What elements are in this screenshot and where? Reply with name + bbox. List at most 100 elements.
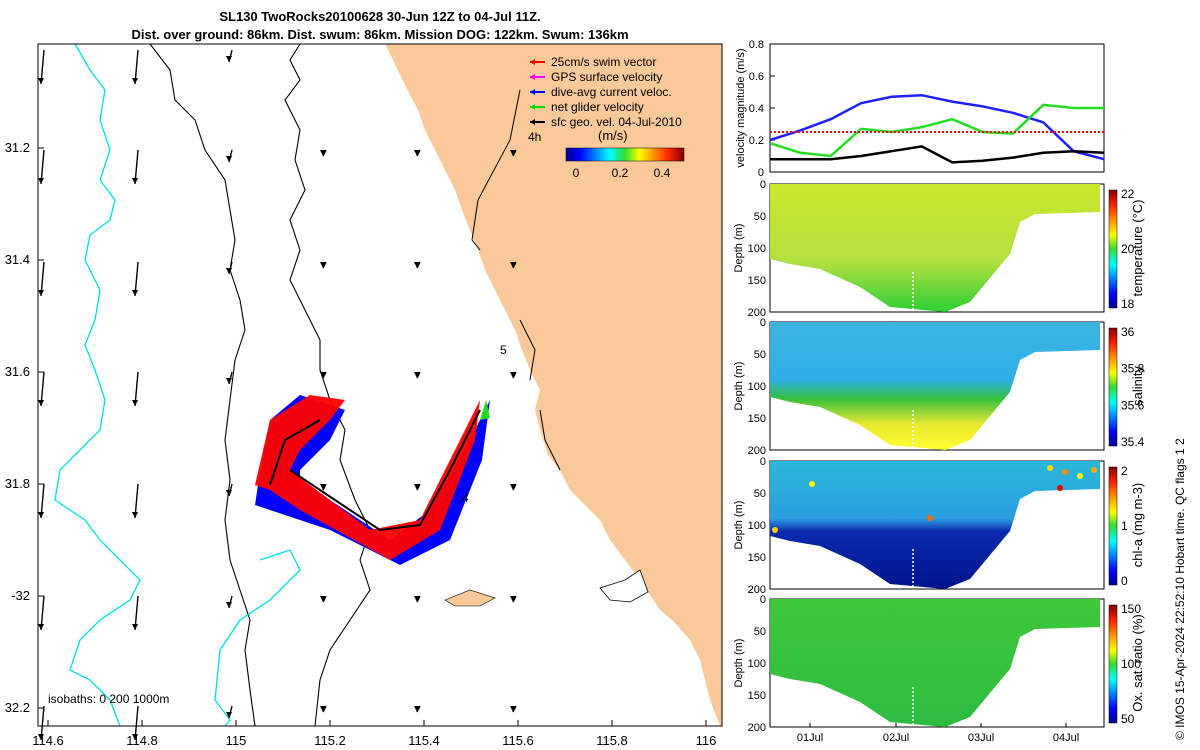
section-ylabel: Depth (m) bbox=[733, 501, 745, 550]
map-frame bbox=[37, 43, 723, 727]
colorbar-tick-1: 0.2 bbox=[612, 166, 629, 180]
section-xtick-label: 01Jul bbox=[797, 732, 823, 744]
section-panel-salinity: 0 50 100 150 200 Depth (m) 36 35.8 35.6 35.4 salin… bbox=[733, 317, 1145, 457]
sfc-vector-head bbox=[132, 178, 138, 184]
map-y-ticks: 31.2 31.4 31.6 31.8 -32 32.2 bbox=[5, 140, 44, 715]
sfc-vector-head bbox=[38, 512, 44, 518]
section-colorbar bbox=[1108, 327, 1118, 447]
velocity-series-line bbox=[770, 145, 1105, 164]
section-ytick-label: 150 bbox=[748, 552, 766, 564]
section-ytick-label: 50 bbox=[754, 626, 766, 638]
section-ytick-label: 100 bbox=[748, 520, 766, 532]
section-ytick-label: 200 bbox=[748, 445, 766, 457]
sfc-vector-head bbox=[510, 484, 516, 490]
section-ytick-label: 200 bbox=[748, 722, 766, 734]
sfc-vector-head bbox=[132, 734, 138, 740]
sfc-vector-head bbox=[320, 706, 326, 712]
section-ytick-label: 150 bbox=[748, 413, 766, 425]
figure-title-line2: Dist. over ground: 86km. Dist. swum: 86k… bbox=[131, 27, 629, 42]
sfc-vector-head bbox=[226, 602, 232, 608]
time-label: 4h bbox=[528, 130, 541, 144]
isobaths-note: isobaths: 0 200 1000m bbox=[48, 692, 169, 706]
sfc-vector-head bbox=[414, 150, 420, 156]
sfc-vector-head bbox=[132, 624, 138, 630]
section-ctick-label: 2 bbox=[1121, 464, 1128, 478]
section-field bbox=[770, 461, 1100, 589]
map-xtick-label: 116 bbox=[696, 733, 717, 748]
chl-high-point bbox=[1057, 485, 1063, 491]
map-xtick-label: 115.2 bbox=[314, 733, 346, 748]
section-xtick-label: 03Jul bbox=[968, 732, 994, 744]
velocity-series-line bbox=[769, 103, 1104, 158]
colorbar-tick-2: 0.4 bbox=[654, 166, 671, 180]
section-ylabel: Depth (m) bbox=[733, 224, 745, 273]
legend-swatch-head bbox=[530, 74, 535, 80]
coastline-land bbox=[385, 44, 722, 726]
map-ytick-label: 31.8 bbox=[5, 476, 30, 491]
map-panel: 114.6 114.8 115 115.2 115.4 115.6 115.8 116 31.… bbox=[5, 43, 723, 748]
section-colorbar bbox=[1108, 604, 1118, 724]
sfc-vector-head bbox=[38, 400, 44, 406]
map-ytick-label: 31.2 bbox=[5, 140, 30, 155]
section-ctick-label: 18 bbox=[1121, 297, 1135, 311]
section-ytick-label: 50 bbox=[754, 349, 766, 361]
sfc-vector-head bbox=[226, 268, 232, 274]
sfc-vector-head bbox=[510, 372, 516, 378]
map-xtick-label: 115.4 bbox=[408, 733, 440, 748]
section-ctick-label: 35.8 bbox=[1121, 362, 1145, 376]
isobath-cyan-south bbox=[214, 549, 301, 727]
sfc-vector-head bbox=[38, 78, 44, 84]
credit-text: © IMOS 15-Apr-2024 22:52:10 Hobart time.… bbox=[1173, 438, 1187, 740]
map-xtick-label: 115.8 bbox=[596, 733, 628, 748]
section-ctick-label: 22 bbox=[1121, 187, 1135, 201]
section-ytick-label: 50 bbox=[754, 488, 766, 500]
section-clabel: temperature (°C) bbox=[1130, 200, 1145, 297]
velocity-y-ticks: 0 0.2 0.4 0.6 0.8 bbox=[749, 39, 775, 179]
sfc-vector-head bbox=[226, 156, 232, 162]
isobath-200 bbox=[284, 43, 371, 727]
velocity-series-line bbox=[769, 93, 1105, 161]
map-xtick-label: 114.6 bbox=[32, 733, 64, 748]
section-ytick-label: 100 bbox=[748, 658, 766, 670]
map-x-ticks: 114.6 114.8 115 115.2 115.4 115.6 115.8 116 bbox=[32, 720, 716, 748]
track-line bbox=[269, 409, 481, 532]
legend-swatch-head bbox=[530, 89, 535, 95]
section-ytick-label: 0 bbox=[760, 456, 766, 468]
sfc-vector-head bbox=[414, 484, 420, 490]
legend-entry: sfc geo. vel. 04-Jul-2010 bbox=[551, 115, 682, 129]
section-ylabel: Depth (m) bbox=[733, 362, 745, 411]
section-ctick-label: 150 bbox=[1121, 602, 1141, 616]
map-ytick-label: 32.2 bbox=[5, 700, 30, 715]
section-ctick-label: 50 bbox=[1121, 712, 1135, 726]
chl-high-point bbox=[1047, 465, 1053, 471]
section-field bbox=[770, 184, 1100, 312]
colorbar-tick-0: 0 bbox=[573, 166, 580, 180]
chl-high-point bbox=[1091, 467, 1097, 473]
section-ytick-label: 200 bbox=[748, 307, 766, 319]
section-ytick-label: 0 bbox=[760, 179, 766, 191]
section-ctick-label: 0 bbox=[1121, 574, 1128, 588]
section-colorbar bbox=[1108, 189, 1118, 309]
velocity-panel: 0 0.2 0.4 0.6 0.8 velocity magnitude (m/s) bbox=[735, 39, 1105, 179]
coast-detail bbox=[471, 89, 561, 471]
isobath-cyan-west bbox=[54, 43, 141, 727]
section-ctick-label: 1 bbox=[1121, 519, 1128, 533]
sfc-vector-head bbox=[414, 372, 420, 378]
section-ytick-label: 100 bbox=[748, 243, 766, 255]
velocity-ylabel: velocity magnitude (m/s) bbox=[735, 48, 747, 167]
sfc-vector-head bbox=[226, 712, 232, 718]
velocity-series bbox=[769, 93, 1105, 164]
legend-swatch-head bbox=[530, 104, 535, 110]
sfc-vector-head bbox=[132, 290, 138, 296]
map-xtick-label: 114.8 bbox=[126, 733, 158, 748]
velocity-ytick-label: 0.6 bbox=[749, 71, 764, 83]
sfc-vector-head bbox=[320, 150, 326, 156]
section-clabel: chl-a (mg m-3) bbox=[1130, 483, 1145, 568]
sfc-vector-head bbox=[414, 706, 420, 712]
sfc-vector-head bbox=[320, 484, 326, 490]
marker-5: 5 bbox=[500, 343, 507, 357]
legend-entry: net glider velocity bbox=[551, 100, 644, 114]
sfc-vector-head bbox=[38, 290, 44, 296]
